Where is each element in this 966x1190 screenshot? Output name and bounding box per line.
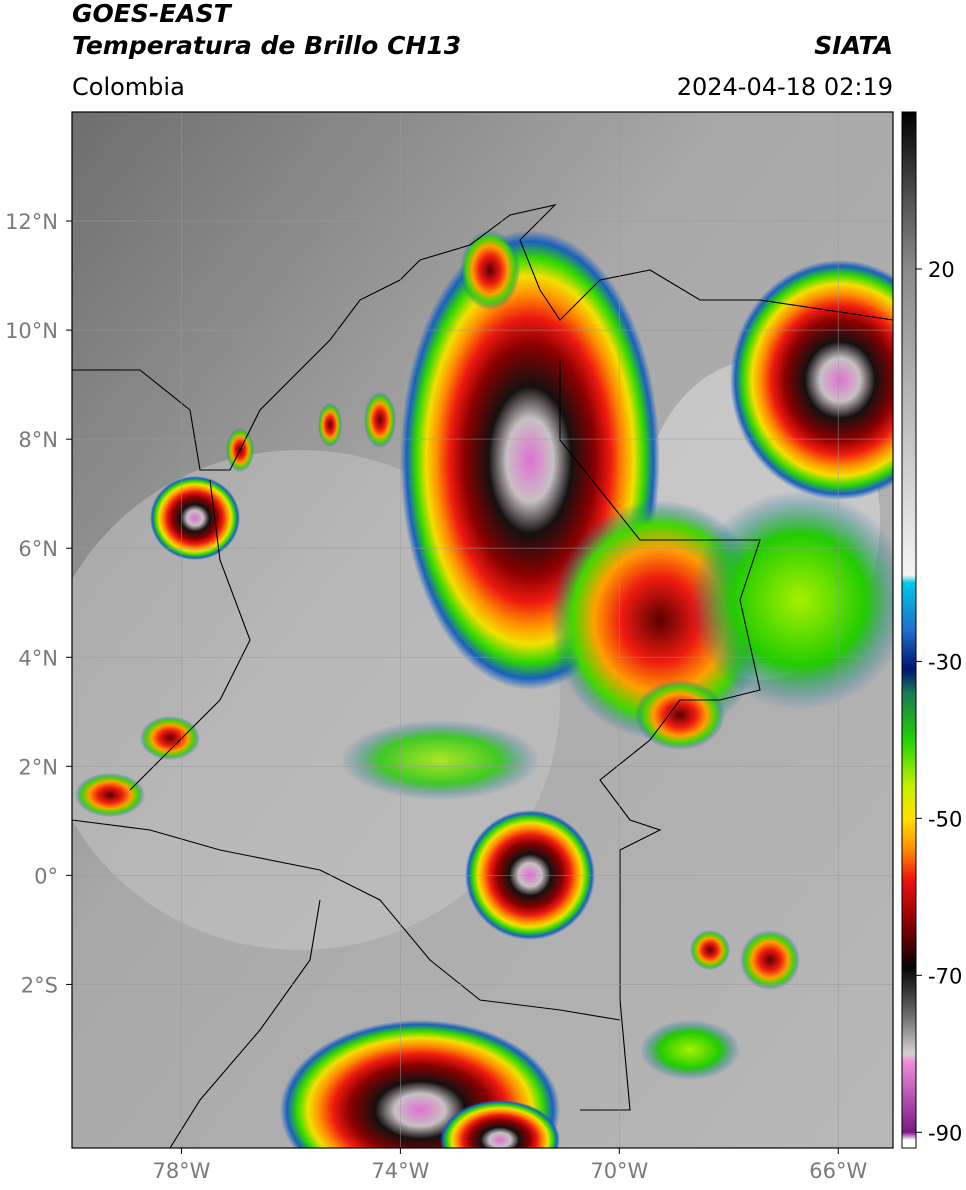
source: SIATA — [814, 31, 893, 60]
map-frame — [71, 111, 894, 1149]
x-tick-label: 78°W — [152, 1159, 210, 1183]
y-tick-label: 8°N — [18, 428, 58, 452]
subtitle: Temperatura de Brillo CH13 — [72, 31, 461, 60]
colorbar-bar — [901, 111, 917, 1149]
region: Colombia — [72, 73, 185, 101]
satellite-image — [72, 112, 893, 1148]
colorbar-tick-label: -90 — [928, 1121, 962, 1145]
colorbar-tick-label: 20 — [928, 258, 955, 282]
y-tick-label: 0° — [34, 864, 58, 888]
colorbar-tick-label: -50 — [928, 807, 962, 831]
x-tick-label: 66°W — [809, 1159, 867, 1183]
y-tick-label: 10°N — [5, 319, 58, 343]
y-tick-label: 4°N — [18, 646, 58, 670]
y-tick-label: 2°S — [21, 973, 58, 997]
title: GOES-EAST — [72, 0, 233, 28]
datetime: 2024-04-18 02:19 — [677, 73, 893, 101]
y-tick-label: 2°N — [18, 755, 58, 779]
x-tick-label: 74°W — [371, 1159, 429, 1183]
x-tick-label: 70°W — [590, 1159, 648, 1183]
colorbar-tick-label: -70 — [928, 964, 962, 988]
y-tick-label: 6°N — [18, 537, 58, 561]
graticule — [72, 112, 893, 1148]
colorbar: 20 -30 -50 -70 -90 — [901, 111, 962, 1149]
colorbar-tick-label: -30 — [928, 650, 962, 674]
y-tick-label: 12°N — [5, 210, 58, 234]
